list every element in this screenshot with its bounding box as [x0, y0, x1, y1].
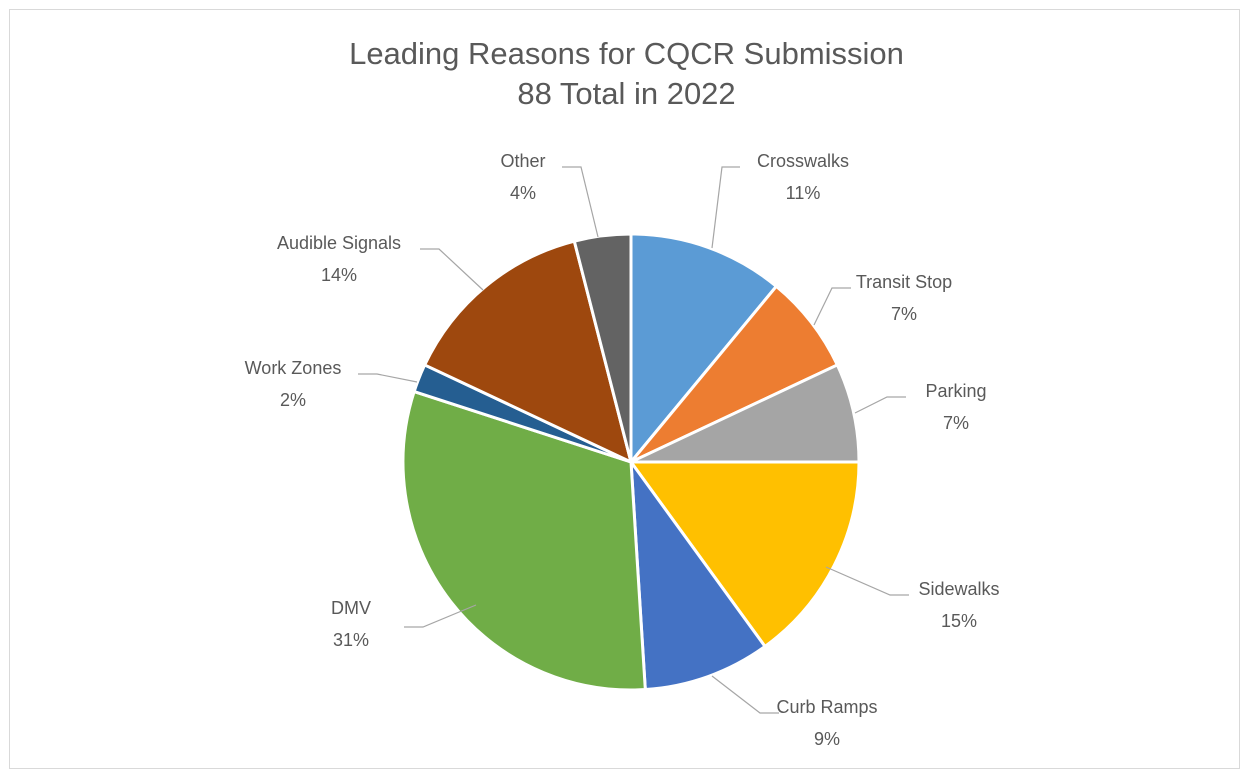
slice-percent-work-zones: 2% [280, 390, 306, 410]
pie-slice-sidewalks [629, 460, 861, 648]
slice-percent-audible-signals: 14% [321, 265, 357, 285]
slice-label-parking: Parking [925, 381, 986, 401]
chart-title: Leading Reasons for CQCR Submission [349, 36, 904, 71]
pie-slice-curb-ramps [629, 460, 767, 692]
leader-line-transit-stop [813, 287, 851, 326]
slice-percent-other: 4% [510, 183, 536, 203]
slice-label-transit-stop: Transit Stop [856, 272, 952, 292]
slice-percent-crosswalks: 11% [786, 183, 821, 203]
leader-line-curb-ramps [711, 675, 779, 714]
slice-label-sidewalks: Sidewalks [918, 579, 999, 599]
slice-percent-sidewalks: 15% [941, 611, 977, 631]
slice-label-other: Other [500, 151, 545, 171]
leader-line-audible-signals [420, 248, 484, 291]
slice-label-crosswalks: Crosswalks [757, 151, 849, 171]
leader-line-sidewalks [825, 566, 909, 596]
slice-percent-parking: 7% [943, 413, 969, 433]
leader-line-other [562, 166, 599, 238]
slice-percent-curb-ramps: 9% [814, 729, 840, 749]
pie-slice-audible-signals [423, 239, 633, 464]
leader-line-work-zones [358, 373, 418, 383]
pie-slice-crosswalks [629, 232, 778, 464]
slice-percent-transit-stop: 7% [891, 304, 917, 324]
pie-slice-other [572, 232, 633, 464]
leader-line-parking [854, 396, 906, 414]
slice-label-audible-signals: Audible Signals [277, 233, 401, 253]
leader-line-crosswalks [711, 166, 740, 249]
slice-label-curb-ramps: Curb Ramps [776, 697, 877, 717]
slice-label-work-zones: Work Zones [245, 358, 342, 378]
slice-percent-dmv: 31% [333, 630, 369, 650]
chart-subtitle: 88 Total in 2022 [517, 76, 736, 111]
chart-title-block: Leading Reasons for CQCR Submission 88 T… [0, 34, 1253, 114]
slice-label-dmv: DMV [331, 598, 371, 618]
leader-line-dmv [404, 604, 477, 628]
pie-slice-dmv [401, 390, 647, 692]
